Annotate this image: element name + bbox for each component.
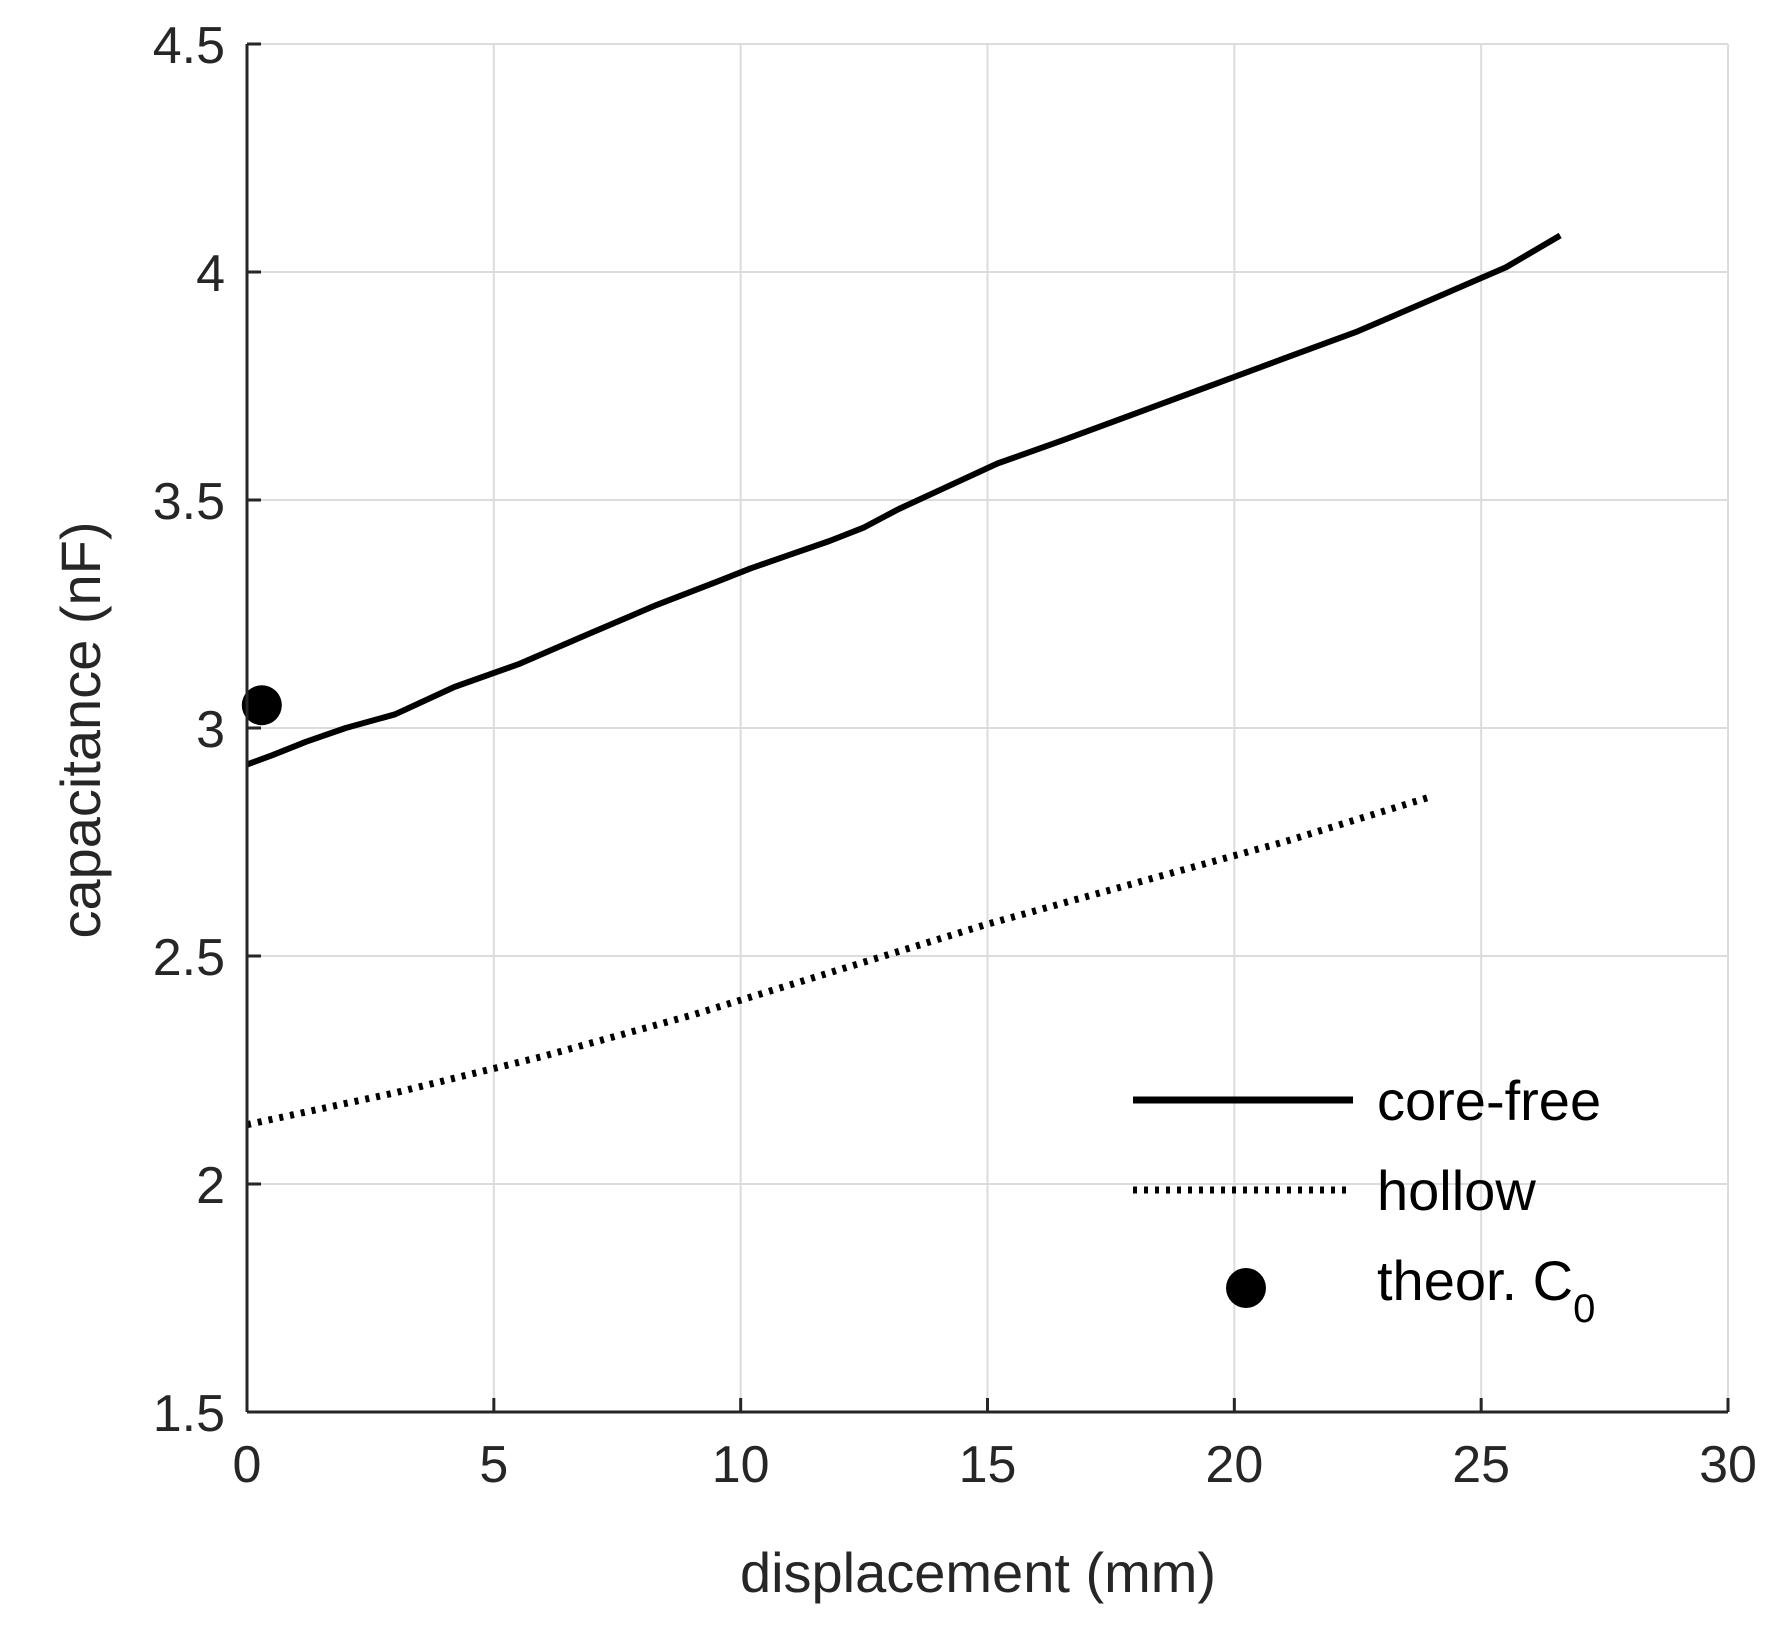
legend-theor-c0-text: theor. C: [1377, 1249, 1573, 1312]
series-layer: [241, 232, 1562, 1129]
y-tick-label: 2.5: [153, 929, 225, 987]
x-tick-label: 10: [712, 1436, 770, 1494]
x-tick-label: 5: [479, 1436, 508, 1494]
x-axis-title: displacement (mm): [740, 1541, 1216, 1604]
y-tick-label: 4.5: [153, 17, 225, 75]
legend: core-free hollow theor. C0: [1133, 1069, 1601, 1331]
hollow-line: [246, 793, 1433, 1129]
theor-c0-point: [241, 685, 282, 726]
legend-hollow-label: hollow: [1377, 1159, 1536, 1222]
y-axis-title: capacitance (nF): [49, 521, 112, 938]
ticks: 0 5 10 15 20 25 30 1.5 2 2.5 3 3.5 4 4.5: [153, 17, 1757, 1494]
legend-core-free-label: core-free: [1377, 1069, 1601, 1132]
legend-theor-c0-subscript: 0: [1573, 1287, 1595, 1331]
y-tick-label: 3: [196, 701, 225, 759]
x-tick-label: 15: [959, 1436, 1017, 1494]
x-tick-label: 30: [1699, 1436, 1757, 1494]
x-tick-label: 0: [233, 1436, 262, 1494]
x-tick-label: 20: [1205, 1436, 1263, 1494]
y-tick-label: 1.5: [153, 1385, 225, 1443]
grid: [247, 44, 1728, 1412]
core-free-line: [245, 232, 1562, 768]
y-tick-label: 3.5: [153, 473, 225, 531]
legend-theor-c0-label: theor. C0: [1377, 1249, 1595, 1331]
x-tick-label: 25: [1452, 1436, 1510, 1494]
y-tick-label: 2: [196, 1157, 225, 1215]
y-tick-label: 4: [196, 245, 225, 303]
legend-theor-c0-marker: [1226, 1268, 1266, 1308]
